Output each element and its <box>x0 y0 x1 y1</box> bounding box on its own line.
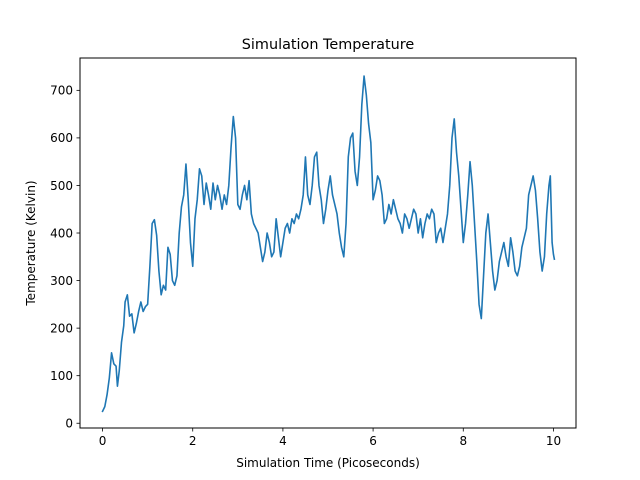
y-tick-label: 700 <box>50 84 73 98</box>
x-axis: 0 2 4 6 8 10 <box>99 428 561 448</box>
y-tick-label: 200 <box>50 321 73 335</box>
y-tick-label: 500 <box>50 179 73 193</box>
y-tick-label: 100 <box>50 369 73 383</box>
temperature-series-line <box>101 75 556 413</box>
x-axis-label: Simulation Time (Picoseconds) <box>236 456 420 470</box>
x-tick-label: 0 <box>99 434 107 448</box>
y-tick-label: 0 <box>65 417 73 431</box>
y-tick-label: 600 <box>50 131 73 145</box>
y-axis: 0 100 200 300 400 500 600 700 <box>50 84 80 431</box>
y-tick-label: 400 <box>50 226 73 240</box>
x-tick-label: 6 <box>369 434 377 448</box>
y-axis-label: Temperature (Kelvin) <box>24 180 38 306</box>
x-tick-label: 2 <box>189 434 197 448</box>
axes-frame <box>79 57 577 429</box>
chart-title: Simulation Temperature <box>242 37 415 53</box>
x-tick-label: 4 <box>279 434 287 448</box>
plot-area <box>101 75 556 413</box>
x-tick-label: 8 <box>459 434 467 448</box>
x-tick-label: 10 <box>546 434 561 448</box>
y-tick-label: 300 <box>50 274 73 288</box>
